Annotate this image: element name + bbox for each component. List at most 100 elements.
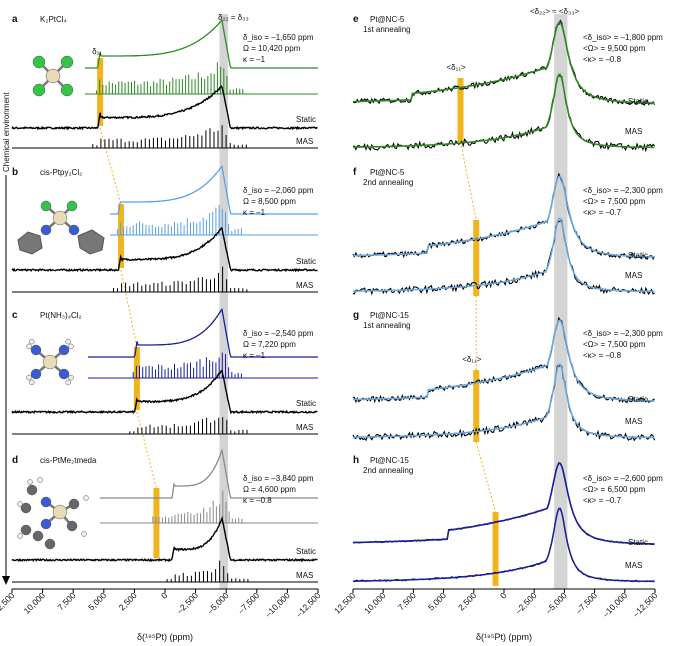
static-label-e: Static bbox=[628, 97, 648, 106]
h-atom bbox=[29, 338, 35, 345]
compound-name-a: K₂PtCl₄ bbox=[40, 15, 67, 24]
fit-static-g bbox=[353, 319, 655, 402]
cl-atom bbox=[66, 200, 78, 212]
panel-letter-f: f bbox=[353, 167, 357, 178]
delta-iso-a: δ_iso = –1,650 ppm bbox=[243, 33, 314, 42]
sample-name-h: Pt@NC-15 bbox=[370, 456, 409, 465]
avg-omega-g: <Ω> = 7,500 ppm bbox=[583, 340, 646, 349]
c-atom bbox=[20, 502, 32, 514]
right-tick-label: –5,000 bbox=[543, 590, 569, 616]
fit-static-f bbox=[353, 175, 655, 258]
cl-atom bbox=[60, 83, 74, 97]
text-layer: a K₂PtCl₄ δ_iso = –1,650 ppm Ω = 10,420 ppm… bbox=[2, 7, 663, 580]
n-atom bbox=[58, 368, 70, 380]
c-atom bbox=[20, 524, 32, 536]
annealing-e: 1st annealing bbox=[363, 25, 411, 34]
pt-atom bbox=[52, 504, 68, 520]
omega-b: Ω = 8,500 ppm bbox=[243, 197, 296, 206]
h-atom bbox=[81, 531, 87, 537]
connector-layer bbox=[99, 127, 497, 513]
simulated-mas-c bbox=[88, 352, 318, 379]
left-tick-label: –10,000 bbox=[263, 590, 292, 619]
right-delta22-band bbox=[554, 14, 568, 589]
right-tick-label: 12,500 bbox=[332, 590, 358, 616]
kappa-d: κ = –0.8 bbox=[243, 496, 272, 505]
omega-a: Ω = 10,420 ppm bbox=[243, 44, 301, 53]
static-label-c: Static bbox=[296, 399, 316, 408]
n-atom bbox=[40, 496, 52, 508]
panel-letter-c: c bbox=[12, 310, 18, 321]
avg-delta22-label-e: <δ₂₂> ≈ <δ₃₃> bbox=[530, 7, 579, 16]
h-atom bbox=[65, 338, 71, 345]
fit-static-h bbox=[353, 462, 655, 545]
experimental-mas-e bbox=[352, 74, 655, 153]
h-atom bbox=[17, 533, 23, 539]
h-atom bbox=[83, 495, 89, 501]
panel-letter-g: g bbox=[353, 310, 359, 321]
c-atom bbox=[32, 530, 44, 542]
delta-iso-c: δ_iso = –2,540 ppm bbox=[243, 329, 314, 338]
kappa-c: κ = –1 bbox=[243, 351, 266, 360]
mas-label-e: MAS bbox=[625, 127, 642, 136]
fit-mas-h bbox=[352, 507, 655, 583]
h-atom bbox=[65, 379, 71, 386]
right-tick-label: 5,000 bbox=[426, 590, 448, 612]
left-tick-label: 5,000 bbox=[86, 590, 108, 612]
pt-atom bbox=[52, 210, 68, 226]
avg-kappa-g: <κ> = –0.8 bbox=[583, 351, 622, 360]
avg-omega-h: <Ω> = 6,500 ppm bbox=[583, 485, 646, 494]
annealing-f: 2nd annealing bbox=[363, 178, 413, 187]
n-atom bbox=[40, 518, 52, 530]
avg-delta-iso-h: <δ_iso> = –2,600 ppm bbox=[583, 474, 663, 483]
experimental-mas-c bbox=[12, 417, 318, 435]
left-tick-label: 10,000 bbox=[22, 590, 48, 616]
simulated-static-b bbox=[110, 165, 318, 215]
panel-letter-b: b bbox=[12, 167, 18, 178]
sample-name-f: Pt@NC-5 bbox=[370, 168, 405, 177]
simulated-mas-d bbox=[100, 490, 318, 524]
left-tick-label: –7,500 bbox=[236, 590, 262, 616]
pyridine-ring bbox=[17, 231, 43, 255]
sample-name-g: Pt@NC-15 bbox=[370, 311, 409, 320]
left-connector-0 bbox=[99, 127, 122, 205]
n-atom bbox=[30, 368, 42, 380]
n-atom bbox=[58, 344, 70, 356]
annealing-g: 1st annealing bbox=[363, 321, 411, 330]
compound-name-d: cis-PtMe₂tmeda bbox=[40, 456, 97, 465]
right-tick-label: –2,500 bbox=[513, 590, 539, 616]
left-tick-label: –2,500 bbox=[175, 590, 201, 616]
avg-omega-e: <Ω> = 9,500 ppm bbox=[583, 44, 646, 53]
delta11-marker-b bbox=[117, 204, 124, 268]
panel-letter-a: a bbox=[12, 14, 18, 25]
left-tick-label: –5,000 bbox=[205, 590, 231, 616]
delta11-marker-a bbox=[97, 58, 104, 126]
simulated-static-d bbox=[100, 448, 318, 499]
avg-delta11-marker-h bbox=[492, 512, 499, 586]
left-tick-label: 7,500 bbox=[55, 590, 77, 612]
left-tick-label: 12,500 bbox=[0, 590, 17, 616]
left-tick-label: 0 bbox=[159, 590, 170, 601]
static-label-g: Static bbox=[628, 395, 648, 404]
left-tick-label: –12,500 bbox=[294, 590, 323, 619]
avg-delta11-marker-e bbox=[457, 78, 464, 142]
mas-label-f: MAS bbox=[625, 271, 642, 280]
compound-name-c: Pt(NH₃)₄Cl₂ bbox=[40, 311, 82, 320]
right-tick-label: 2,500 bbox=[456, 590, 478, 612]
right-tick-label: –12,500 bbox=[631, 590, 660, 619]
cl-atom bbox=[60, 55, 74, 69]
experimental-static-d bbox=[11, 515, 318, 563]
mas-label-h: MAS bbox=[625, 561, 642, 570]
mas-label-a: MAS bbox=[296, 137, 313, 146]
static-label-d: Static bbox=[296, 547, 316, 556]
experimental-static-c bbox=[11, 370, 318, 415]
right-tick-label: –7,500 bbox=[574, 590, 600, 616]
simulated-static-c bbox=[88, 308, 318, 358]
right-tick-label: –10,000 bbox=[600, 590, 629, 619]
experimental-mas-g bbox=[352, 363, 656, 442]
fit-mas-f bbox=[352, 217, 655, 293]
avg-delta-iso-e: <δ_iso> = –1,800 ppm bbox=[583, 33, 663, 42]
fit-mas-e bbox=[352, 73, 655, 149]
pt-atom bbox=[42, 354, 58, 370]
avg-delta-iso-g: <δ_iso> = –2,300 ppm bbox=[583, 329, 663, 338]
mas-label-g: MAS bbox=[625, 417, 642, 426]
